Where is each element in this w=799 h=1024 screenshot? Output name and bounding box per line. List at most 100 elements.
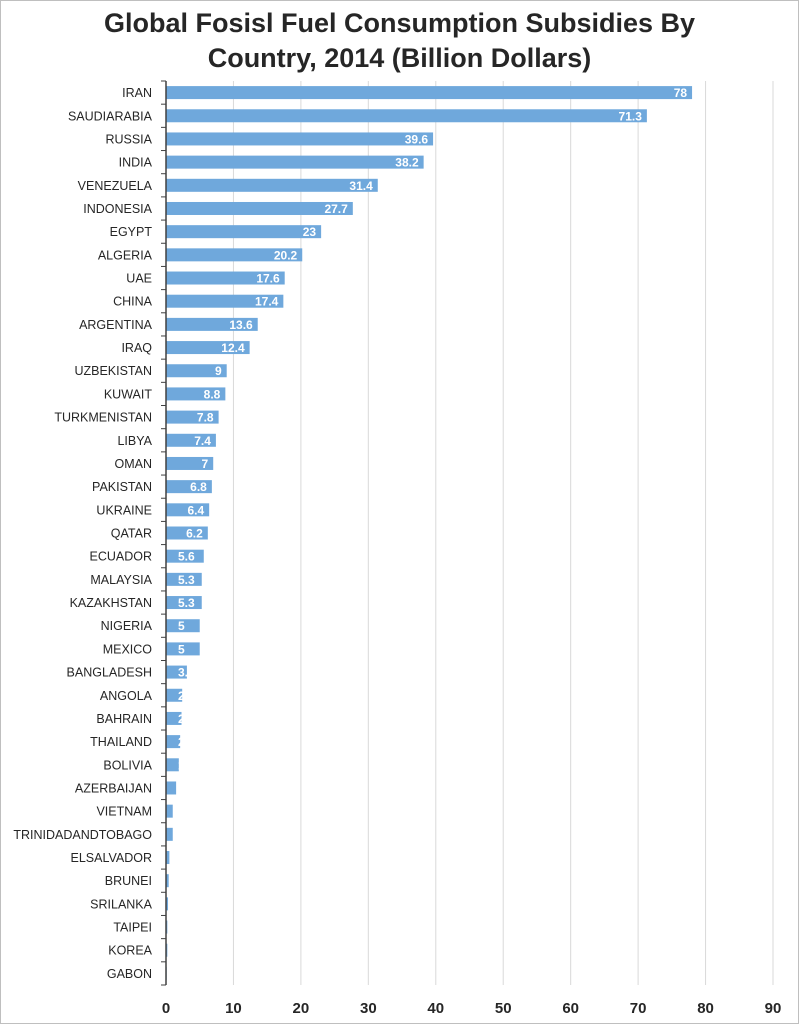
bar-ukraine (166, 503, 210, 517)
bar-argentina (166, 317, 258, 331)
bar-iran (166, 86, 693, 100)
data-label-mexico: 5 (178, 642, 185, 656)
data-label-vietnam: 1 (178, 805, 185, 819)
category-label-egypt: EGYPT (110, 225, 153, 239)
category-label-trinidadandtobago: TRINIDADANDTOBAGO (13, 828, 152, 842)
data-label-iraq: 12.4 (221, 341, 245, 355)
bar-uae (166, 271, 285, 285)
data-label-indonesia: 27.7 (324, 202, 348, 216)
data-label-argentina: 13.6 (229, 318, 253, 332)
category-label-bangladesh: BANGLADESH (67, 666, 152, 680)
data-label-algeria: 20.2 (274, 248, 298, 262)
data-label-ukraine: 6.4 (187, 503, 204, 517)
bar-mexico (166, 642, 200, 656)
category-label-turkmenistan: TURKMENISTAN (54, 411, 152, 425)
gridlines (232, 81, 774, 985)
bar-brunei (166, 874, 169, 888)
category-label-thailand: THAILAND (90, 735, 152, 749)
bar-iraq (166, 341, 250, 355)
category-label-india: INDIA (119, 156, 153, 170)
x-tick-label-10: 10 (225, 1000, 242, 1017)
bar-venezuela (166, 178, 378, 192)
data-label-saudiarabia: 71.3 (619, 109, 643, 123)
data-label-thailand: 2.1 (178, 735, 195, 749)
bar-turkmenistan (166, 410, 219, 424)
data-label-libya: 7.4 (194, 434, 211, 448)
category-label-iraq: IRAQ (121, 341, 152, 355)
x-tick-label-60: 60 (562, 1000, 579, 1017)
bar-indonesia (166, 201, 353, 215)
category-label-ecuador: ECUADOR (89, 550, 152, 564)
data-label-venezuela: 31.4 (349, 179, 373, 193)
category-label-kazakhstan: KAZAKHSTAN (70, 596, 152, 610)
data-label-trinidadandtobago: 1 (178, 828, 185, 842)
bar-bangladesh (166, 665, 187, 679)
category-label-russia: RUSSIA (105, 132, 152, 146)
bar-kazakhstan (166, 596, 202, 610)
bar-trinidadandtobago (166, 827, 173, 841)
category-label-azerbaijan: AZERBAIJAN (75, 781, 152, 795)
x-tick-label-90: 90 (765, 1000, 782, 1017)
labels: 0 10 20 30 40 50 60 70 80 90 IRAN 78 SAUDIARABIA 71.3… (13, 86, 781, 1017)
bar-ecuador (166, 549, 204, 563)
x-tick-label-50: 50 (495, 1000, 512, 1017)
bar-thailand (166, 735, 181, 749)
data-label-pakistan: 6.8 (190, 480, 207, 494)
bar-oman (166, 456, 214, 470)
category-label-china: CHINA (113, 295, 153, 309)
category-label-mexico: MEXICO (103, 642, 153, 656)
category-label-saudiarabia: SAUDIARABIA (68, 109, 153, 123)
category-label-srilanka: SRILANKA (90, 897, 152, 911)
data-label-angola: 2.4 (178, 689, 195, 703)
data-label-kazakhstan: 5.3 (178, 596, 195, 610)
x-tick-label-40: 40 (427, 1000, 444, 1017)
data-label-egypt: 23 (303, 225, 317, 239)
category-label-brunei: BRUNEI (105, 874, 152, 888)
category-label-qatar: QATAR (111, 527, 152, 541)
data-label-taipei: 0.2 (178, 921, 195, 935)
data-label-brunei: 0.4 (178, 874, 195, 888)
bars (166, 86, 693, 980)
bar-india (166, 155, 424, 169)
x-tick-label-30: 30 (360, 1000, 377, 1017)
data-label-gabon: 0.1 (178, 967, 195, 981)
category-label-angola: ANGOLA (100, 689, 153, 703)
bar-qatar (166, 526, 208, 540)
data-label-azerbaijan: 1.5 (178, 781, 195, 795)
category-label-algeria: ALGERIA (98, 248, 153, 262)
data-label-russia: 39.6 (405, 132, 429, 146)
axes (161, 80, 167, 986)
category-label-korea: KOREA (108, 944, 152, 958)
data-label-qatar: 6.2 (186, 527, 203, 541)
x-tick-label-70: 70 (630, 1000, 647, 1017)
bar-azerbaijan (166, 781, 177, 795)
bar-srilanka (166, 897, 169, 911)
data-label-srilanka: 0.3 (178, 897, 195, 911)
data-label-bolivia: 1.9 (178, 758, 195, 772)
bar-saudiarabia (166, 109, 647, 123)
bar-elsalvador (166, 851, 170, 865)
data-label-nigeria: 5 (178, 619, 185, 633)
data-label-bangladesh: 3.1 (178, 666, 195, 680)
chart-title-line-1: Global Fosisl Fuel Consumption Subsidies… (103, 8, 696, 38)
bar-angola (166, 688, 183, 702)
category-label-vietnam: VIETNAM (96, 805, 152, 819)
data-label-malaysia: 5.3 (178, 573, 195, 587)
category-label-argentina: ARGENTINA (79, 318, 153, 332)
bar-vietnam (166, 804, 173, 818)
data-label-kuwait: 8.8 (204, 387, 221, 401)
category-label-venezuela: VENEZUELA (78, 179, 153, 193)
category-label-gabon: GABON (107, 967, 152, 981)
data-label-china: 17.4 (255, 295, 279, 309)
chart-title: Global Fosisl Fuel Consumption Subsidies… (0, 6, 799, 76)
data-label-uae: 17.6 (256, 272, 280, 286)
data-label-oman: 7 (202, 457, 209, 471)
data-label-korea: 0.2 (178, 944, 195, 958)
bar-malaysia (166, 572, 202, 586)
bar-bahrain (166, 711, 182, 725)
bar-algeria (166, 248, 303, 262)
data-label-bahrain: 2.3 (178, 712, 195, 726)
category-label-iran: IRAN (122, 86, 152, 100)
